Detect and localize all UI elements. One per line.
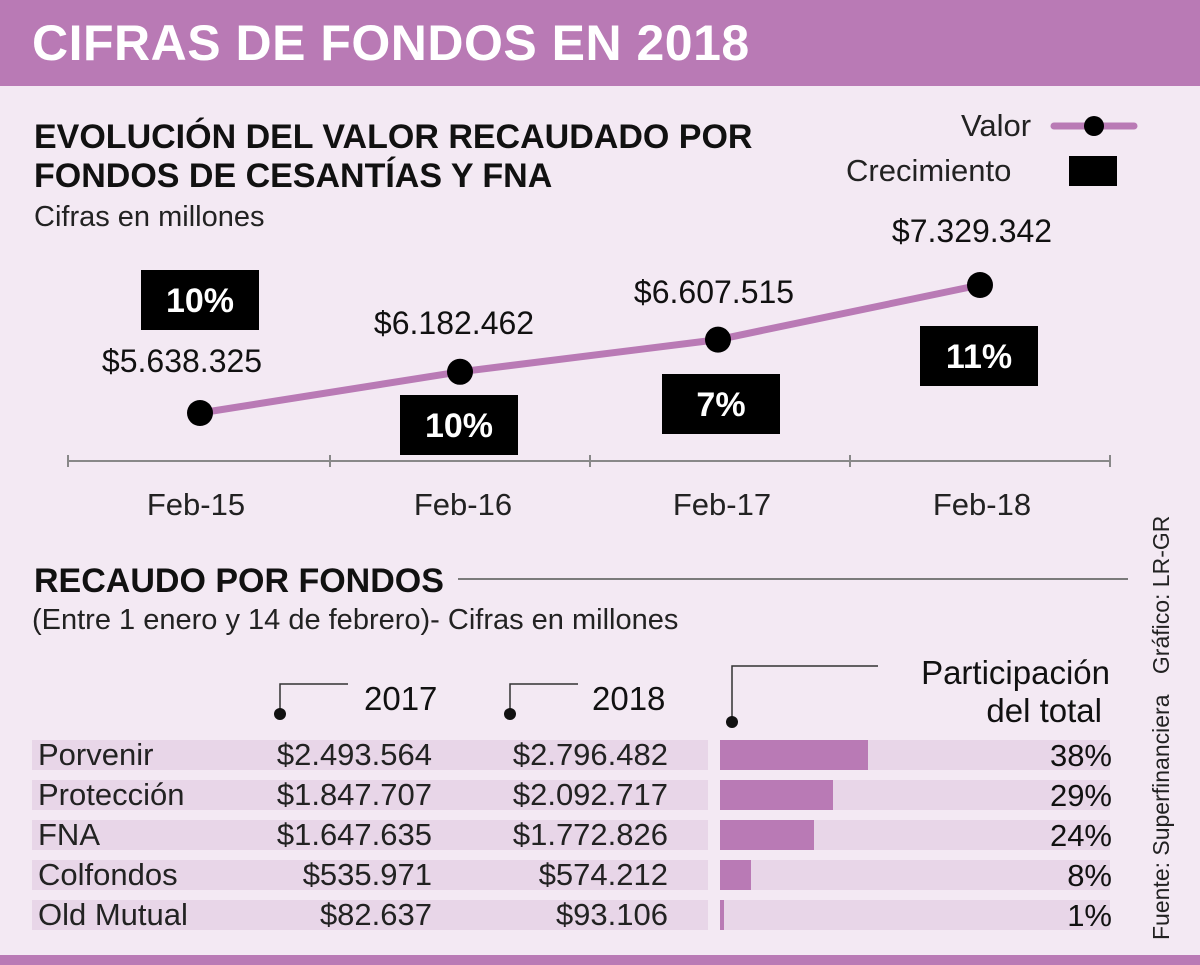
value-label-feb-16: $6.182.462	[374, 305, 534, 341]
credit-source: Fuente: Superfinanciera	[1148, 694, 1174, 941]
header-banner: CIFRAS DE FONDOS EN 2018	[0, 0, 1200, 86]
growth-badge-feb-15	[141, 270, 259, 330]
row-2018-fna: $1.772.826	[512, 817, 668, 852]
legend-valor-dot	[1084, 116, 1104, 136]
share-bar-track-old-mutual	[720, 900, 1110, 930]
marker-2017-line	[279, 683, 348, 710]
growth-label-feb-16: 10%	[425, 407, 493, 445]
col-header-participacion: Participación del total	[888, 654, 1110, 730]
row-2018-porvenir: $2.796.482	[512, 737, 668, 772]
row-2017-fna: $1.647.635	[276, 817, 432, 852]
line-chart: $5.638.325 $6.182.462 $6.607.515 $7.329.342…	[67, 116, 1138, 522]
share-bar-track-colfondos	[720, 860, 1110, 890]
page-title: CIFRAS DE FONDOS EN 2018	[32, 15, 750, 71]
share-bar-porvenir	[720, 740, 869, 770]
row-2017-protecci-n: $1.847.707	[276, 777, 432, 812]
value-label-feb-15: $5.638.325	[102, 343, 262, 379]
x-tick-label-feb-18: Feb-18	[933, 487, 1031, 522]
row-name-protecci-n: Protección	[38, 777, 185, 812]
table-row-fna	[32, 820, 708, 850]
share-label-porvenir: 38%	[1049, 738, 1112, 773]
growth-badge-feb-18	[920, 326, 1038, 386]
bottom-bar	[0, 955, 1200, 965]
share-bar-colfondos	[720, 860, 752, 890]
col-header-2017: 2017	[364, 680, 438, 717]
credits: Fuente: Superfinanciera Gráfico: LR-GR	[1148, 502, 1175, 940]
share-label-protecci-n: 29%	[1049, 778, 1112, 813]
chart-title-line1: EVOLUCIÓN DEL VALOR RECAUDADO POR	[34, 118, 753, 156]
table-row-colfondos	[32, 860, 708, 890]
row-2018-colfondos: $574.212	[538, 857, 668, 892]
growth-badge-feb-17	[662, 374, 780, 434]
share-bar-track-porvenir	[720, 740, 1110, 770]
row-2018-old-mutual: $93.106	[555, 897, 668, 932]
legend-crecimiento-label: Crecimiento	[846, 153, 1012, 188]
row-2017-porvenir: $2.493.564	[276, 737, 432, 772]
marker-2018-line	[509, 683, 578, 710]
share-bar-fna	[720, 820, 814, 850]
col-header-participacion-line1: Participación	[921, 654, 1110, 691]
credit-graphic: Gráfico: LR-GR	[1148, 515, 1174, 675]
value-label-feb-18: $7.329.342	[892, 213, 1052, 249]
growth-label-feb-18: 11%	[946, 338, 1012, 376]
row-2017-colfondos: $535.971	[302, 857, 432, 892]
x-tick-label-feb-15: Feb-15	[147, 487, 245, 522]
series-line-valor	[199, 281, 981, 417]
x-tick-label-feb-16: Feb-16	[414, 487, 512, 522]
row-name-colfondos: Colfondos	[38, 857, 178, 892]
legend-valor-label: Valor	[961, 108, 1032, 143]
marker-part-line	[731, 665, 878, 718]
share-label-colfondos: 8%	[1067, 858, 1112, 893]
row-2018-protecci-n: $2.092.717	[512, 777, 668, 812]
growth-label-feb-17: 7%	[696, 386, 745, 424]
share-bar-old-mutual	[720, 900, 724, 930]
col-header-participacion-line2: del total	[986, 692, 1102, 729]
marker-part-dot	[726, 716, 738, 728]
x-tick-label-feb-17: Feb-17	[673, 487, 771, 522]
table-title: RECAUDO POR FONDOS	[34, 562, 444, 600]
table-row-protecci-n	[32, 780, 708, 810]
data-point-feb-17	[705, 326, 731, 353]
section-divider	[458, 578, 1128, 580]
legend-crecimiento-swatch	[1069, 156, 1117, 186]
value-label-feb-17: $6.607.515	[634, 274, 794, 310]
col-header-2018: 2018	[592, 680, 666, 717]
marker-2017-dot	[274, 708, 286, 720]
data-point-feb-15	[187, 400, 213, 426]
share-bar-track-protecci-n	[720, 780, 1110, 810]
row-name-porvenir: Porvenir	[38, 737, 154, 772]
share-bar-track-fna	[720, 820, 1110, 850]
table-row-porvenir	[32, 740, 708, 770]
share-label-old-mutual: 1%	[1067, 898, 1112, 933]
growth-label-feb-15: 10%	[166, 282, 234, 320]
chart-subtitle: Cifras en millones	[34, 201, 265, 233]
share-bar-protecci-n	[720, 780, 834, 810]
table-row-old-mutual	[32, 900, 708, 930]
chart-title-line2: FONDOS DE CESANTÍAS Y FNA	[34, 157, 553, 195]
row-2017-old-mutual: $82.637	[319, 897, 432, 932]
marker-2018-dot	[504, 708, 516, 720]
data-point-feb-18	[967, 272, 993, 298]
row-name-old-mutual: Old Mutual	[38, 897, 188, 932]
growth-badge-feb-16	[400, 395, 518, 455]
table-subtitle: (Entre 1 enero y 14 de febrero)- Cifras …	[32, 604, 679, 636]
data-point-feb-16	[447, 358, 473, 385]
share-label-fna: 24%	[1049, 818, 1112, 853]
row-name-fna: FNA	[38, 817, 100, 852]
